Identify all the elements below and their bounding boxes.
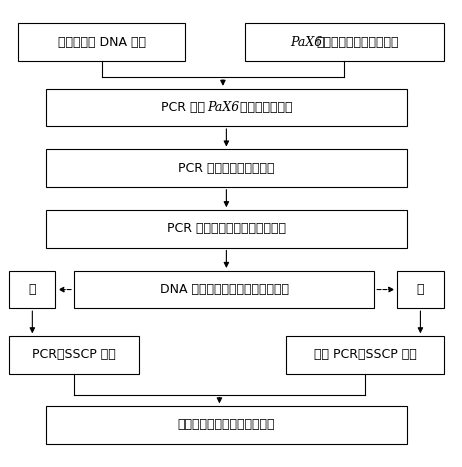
Bar: [74, 271, 374, 308]
Bar: [46, 406, 407, 444]
Bar: [397, 271, 444, 308]
Text: 样品收集及 DNA 提取: 样品收集及 DNA 提取: [58, 35, 146, 49]
Bar: [46, 89, 407, 126]
Text: PaX6: PaX6: [290, 35, 322, 49]
Text: 统计带型和遗传参数计算分析: 统计带型和遗传参数计算分析: [177, 418, 275, 432]
Text: 有: 有: [29, 283, 36, 296]
Text: PCR 扩增: PCR 扩增: [161, 101, 209, 114]
Bar: [245, 23, 444, 61]
Text: PCR－SSCP 检测: PCR－SSCP 检测: [32, 348, 116, 361]
Text: PCR 扩增产物琼脂糖检测: PCR 扩增产物琼脂糖检测: [178, 162, 274, 175]
Bar: [9, 271, 55, 308]
Text: 不用 PCR－SSCP 检测: 不用 PCR－SSCP 检测: [314, 348, 416, 361]
Bar: [286, 336, 444, 374]
Text: PCR 扩增产物混合，纯化及测序: PCR 扩增产物混合，纯化及测序: [167, 222, 286, 235]
Text: 否: 否: [417, 283, 424, 296]
Bar: [46, 210, 407, 248]
Text: 基因信息获取及引物设计: 基因信息获取及引物设计: [316, 35, 399, 49]
Bar: [18, 23, 185, 61]
Bar: [9, 336, 139, 374]
Text: 基因特定的片段: 基因特定的片段: [236, 101, 292, 114]
Text: PaX6: PaX6: [207, 101, 239, 114]
Text: DNA 测序结果分析是否有突变位点: DNA 测序结果分析是否有突变位点: [159, 283, 289, 296]
Bar: [46, 149, 407, 187]
